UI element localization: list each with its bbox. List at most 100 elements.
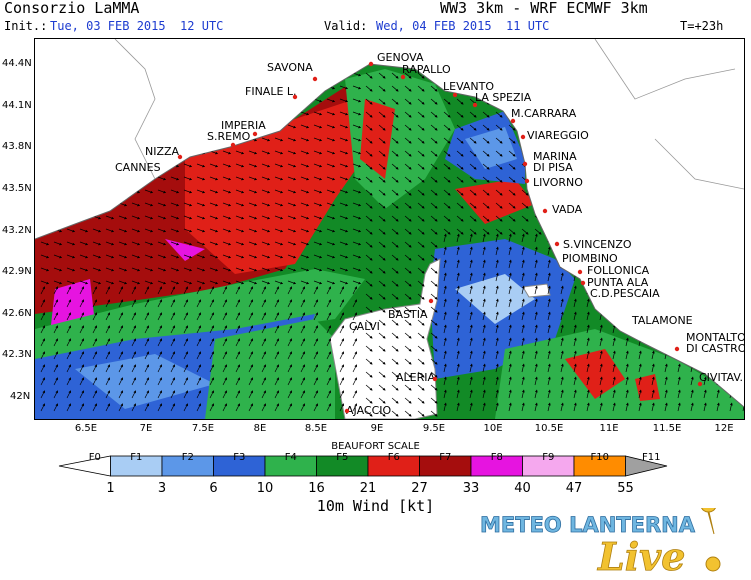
wind-arrow	[599, 350, 603, 360]
wind-arrow	[183, 215, 193, 220]
wind-arrow	[690, 376, 694, 386]
wind-arrow	[378, 254, 386, 261]
wind-arrow	[391, 306, 399, 313]
wind-arrow	[287, 286, 292, 295]
wind-arrow	[534, 298, 538, 308]
wind-arrow	[326, 163, 336, 168]
wind-arrow	[144, 254, 154, 259]
wind-arrow	[469, 298, 473, 308]
wind-arrow	[313, 351, 318, 360]
wind-arrow	[339, 150, 349, 155]
wind-arrow	[326, 267, 336, 272]
wind-arrow	[261, 377, 266, 386]
wind-arrow	[131, 228, 141, 233]
wind-map: GENOVA SAVONA RAPALLO FINALE L. LEVANTO …	[34, 38, 745, 420]
wind-arrow	[378, 150, 386, 157]
legend-value-label: 21	[359, 481, 377, 496]
wind-arrow	[495, 376, 499, 386]
wind-arrow	[222, 228, 232, 233]
wind-arrow	[235, 325, 240, 334]
wind-arrow	[482, 176, 490, 183]
wind-arrow	[287, 137, 297, 142]
wind-arrow	[222, 267, 232, 272]
wind-arrow	[443, 324, 447, 334]
wind-arrow	[430, 280, 438, 287]
wind-arrow	[469, 350, 473, 360]
wind-arrow	[443, 285, 447, 295]
wind-arrow	[365, 319, 373, 326]
wind-arrow	[534, 272, 538, 282]
wind-arrow	[131, 241, 141, 246]
wind-arrow	[404, 293, 412, 300]
wind-arrow	[378, 215, 386, 222]
wind-arrow	[352, 241, 362, 246]
wind-arrow	[456, 337, 460, 347]
wind-arrow	[105, 267, 115, 272]
wind-arrow	[313, 254, 323, 259]
legend-class-label: F2	[181, 452, 194, 463]
wind-arrow	[417, 189, 425, 196]
wind-arrow	[508, 337, 512, 347]
wind-arrow	[196, 312, 201, 321]
wind-arrow	[313, 215, 323, 220]
wind-arrow	[456, 150, 464, 157]
wind-arrow	[170, 241, 180, 246]
wind-arrow	[209, 338, 214, 347]
wind-arrow	[339, 299, 344, 308]
wind-arrow	[508, 163, 516, 170]
wind-arrow	[157, 377, 162, 386]
wind-arrow	[118, 351, 123, 360]
wind-arrow	[261, 299, 266, 308]
wind-arrow	[365, 371, 373, 378]
wind-arrow	[508, 215, 516, 222]
wind-arrow	[313, 267, 323, 272]
wind-arrow	[391, 163, 399, 170]
wind-arrow	[313, 150, 323, 155]
wind-arrow	[209, 241, 219, 246]
wind-arrow	[326, 286, 331, 295]
wind-arrow	[521, 259, 525, 269]
wind-arrow	[287, 390, 292, 399]
wind-arrow	[157, 176, 167, 181]
legend-value-label: 55	[617, 481, 634, 496]
wind-arrow	[378, 85, 386, 92]
wind-arrow	[456, 228, 464, 235]
wind-arrow	[378, 319, 386, 326]
wind-arrow	[79, 254, 89, 259]
wind-arrow	[248, 364, 253, 373]
wind-arrow	[560, 363, 564, 373]
wind-arrow	[456, 215, 464, 222]
wind-arrow	[417, 397, 425, 404]
wind-arrow	[274, 299, 279, 308]
wind-arrow	[339, 241, 349, 246]
wind-arrow	[495, 137, 503, 144]
wind-arrow	[365, 358, 373, 365]
wind-arrow	[443, 389, 447, 399]
wind-arrow	[599, 363, 603, 373]
wind-arrow	[378, 293, 386, 300]
wind-arrow	[495, 228, 503, 235]
wind-arrow	[495, 176, 503, 183]
logo-text-bottom: Live	[597, 534, 685, 576]
wind-arrow	[183, 312, 188, 321]
wind-arrow	[248, 254, 258, 259]
wind-arrow	[222, 377, 227, 386]
wind-arrow	[313, 325, 318, 334]
city-label: LA SPEZIA	[475, 91, 532, 104]
legend-class-label: F7	[439, 452, 452, 463]
wind-arrow	[482, 215, 490, 222]
wind-arrow	[651, 376, 655, 386]
wind-arrow	[274, 364, 279, 373]
wind-arrow	[196, 254, 206, 259]
legend-value-label: 6	[209, 481, 218, 496]
wind-arrow	[261, 228, 271, 233]
wind-arrow	[508, 233, 512, 243]
wind-arrow	[521, 246, 525, 256]
wind-arrow	[469, 189, 477, 196]
wind-arrow	[456, 389, 460, 399]
wind-arrow	[222, 189, 232, 194]
wind-arrow	[586, 350, 590, 360]
wind-arrow	[248, 202, 258, 207]
wind-arrow	[378, 202, 386, 209]
wind-arrow	[495, 363, 499, 373]
